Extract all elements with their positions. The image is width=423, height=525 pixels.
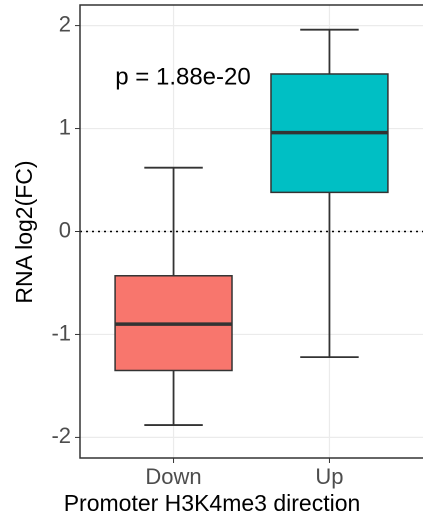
y-tick-label: 1	[59, 114, 71, 139]
x-tick-label: Down	[145, 464, 201, 489]
x-axis-title: Promoter H3K4me3 direction	[64, 490, 361, 516]
y-tick-label: -1	[51, 320, 71, 345]
panel-border	[79, 4, 423, 459]
x-tick-label: Up	[315, 464, 343, 489]
y-tick-label: 2	[59, 11, 71, 36]
y-axis-title: RNA log2(FC)	[11, 160, 37, 303]
y-tick-label: 0	[59, 217, 71, 242]
y-tick-label: -2	[51, 423, 71, 448]
annotation: p = 1.88e-20	[115, 63, 250, 90]
